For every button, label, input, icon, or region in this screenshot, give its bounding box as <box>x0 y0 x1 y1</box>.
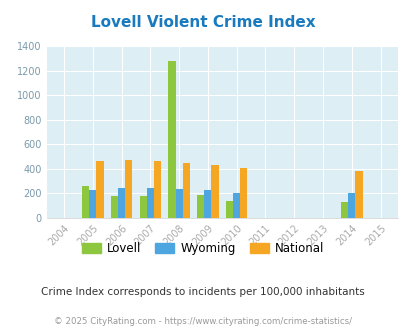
Bar <box>168 61 175 218</box>
Bar <box>204 190 211 218</box>
Bar <box>196 194 204 218</box>
Bar <box>211 165 218 218</box>
Bar <box>111 196 117 218</box>
Text: Lovell Violent Crime Index: Lovell Violent Crime Index <box>90 15 315 30</box>
Bar <box>146 188 153 218</box>
Bar <box>354 171 362 218</box>
Bar <box>125 160 132 218</box>
Bar <box>82 186 89 218</box>
Bar <box>232 193 240 218</box>
Bar <box>240 168 247 218</box>
Bar <box>175 189 182 218</box>
Legend: Lovell, Wyoming, National: Lovell, Wyoming, National <box>77 237 328 260</box>
Bar <box>96 161 103 218</box>
Bar <box>225 201 232 218</box>
Bar <box>117 188 125 218</box>
Bar <box>89 190 96 218</box>
Bar <box>139 196 146 218</box>
Bar <box>340 202 347 218</box>
Text: Crime Index corresponds to incidents per 100,000 inhabitants: Crime Index corresponds to incidents per… <box>41 287 364 297</box>
Bar <box>182 163 190 218</box>
Bar <box>347 193 354 218</box>
Text: © 2025 CityRating.com - https://www.cityrating.com/crime-statistics/: © 2025 CityRating.com - https://www.city… <box>54 317 351 326</box>
Bar <box>153 161 161 218</box>
